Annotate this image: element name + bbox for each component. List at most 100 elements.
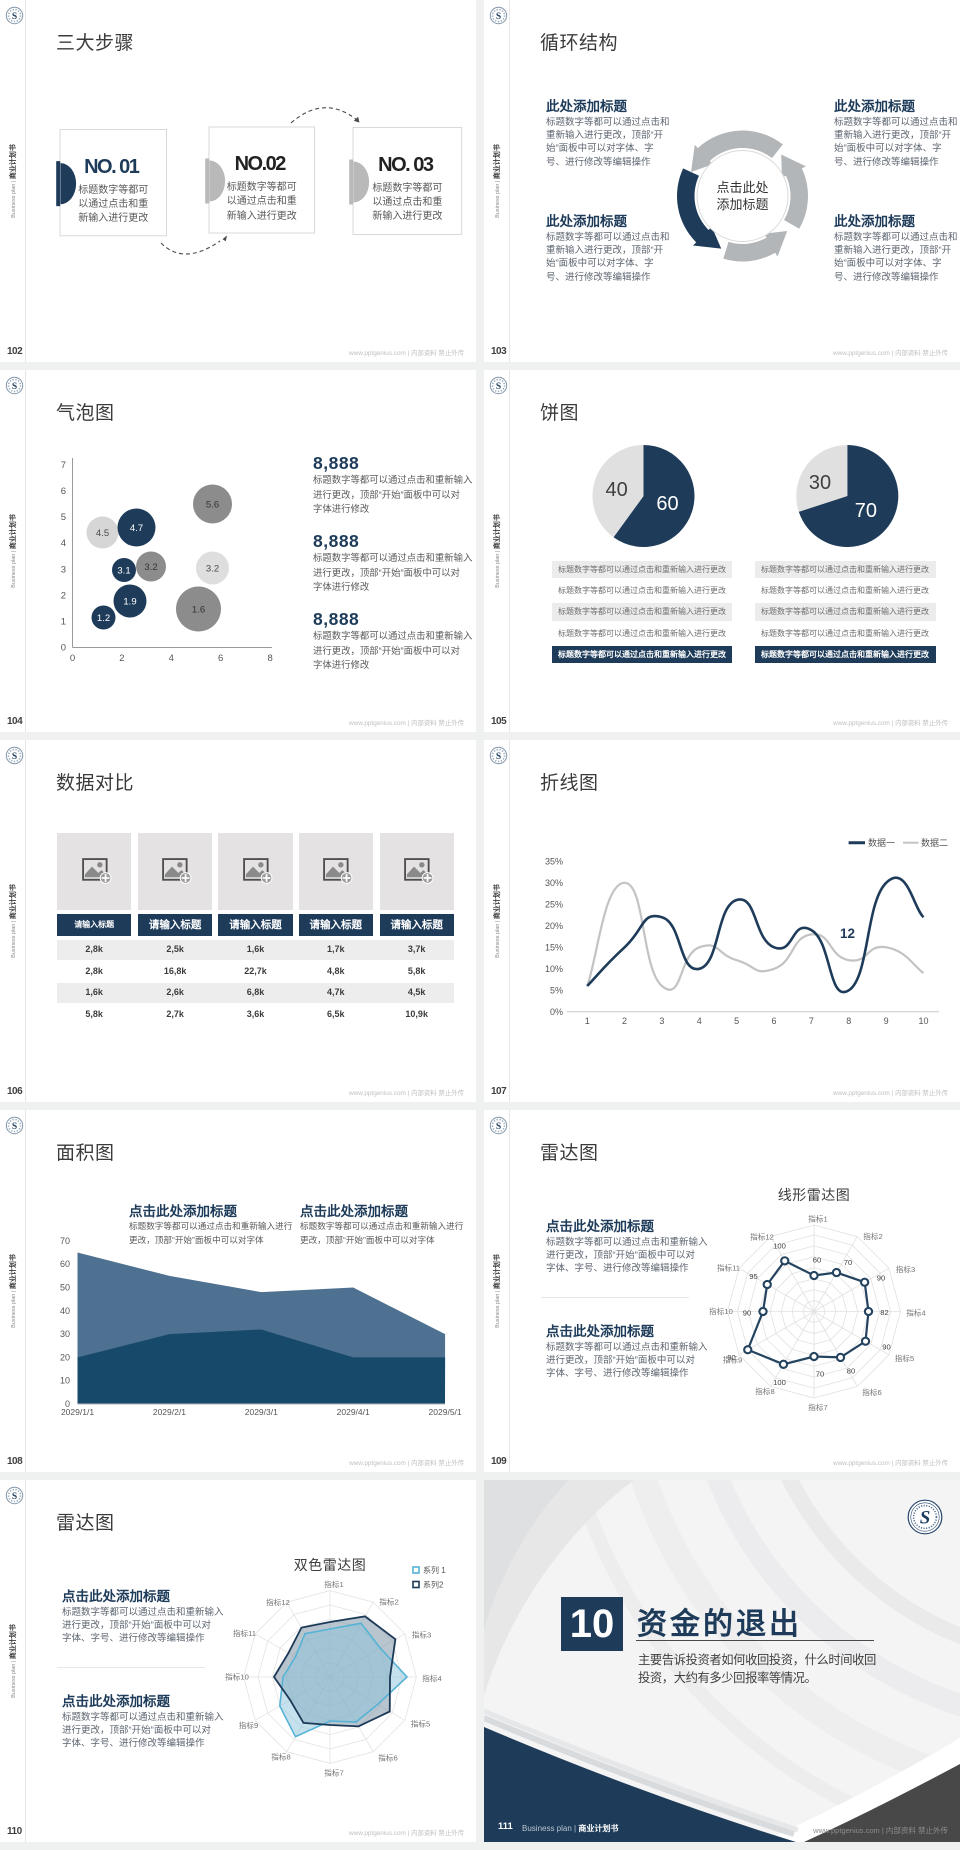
svg-text:50: 50	[60, 1283, 70, 1293]
svg-text:指标3: 指标3	[412, 1630, 431, 1640]
svg-text:5: 5	[734, 1016, 739, 1026]
svg-text:1.2: 1.2	[97, 613, 110, 624]
svg-text:30: 30	[809, 472, 831, 494]
svg-text:S: S	[496, 1122, 501, 1132]
svg-text:1.9: 1.9	[123, 597, 136, 608]
svg-text:7: 7	[61, 460, 66, 471]
svg-text:指标9: 指标9	[239, 1720, 258, 1730]
svg-text:S: S	[12, 1122, 17, 1132]
svg-text:3.2: 3.2	[206, 564, 219, 575]
svg-text:指标5: 指标5	[895, 1353, 914, 1363]
svg-text:15%: 15%	[545, 942, 563, 952]
svg-text:指标2: 指标2	[379, 1597, 398, 1607]
svg-text:6: 6	[61, 486, 66, 497]
svg-text:60: 60	[813, 1256, 821, 1265]
svg-text:S: S	[12, 382, 17, 392]
svg-text:80: 80	[847, 1367, 855, 1376]
svg-text:100: 100	[773, 1242, 786, 1251]
svg-text:指标9: 指标9	[723, 1355, 742, 1365]
svg-text:9: 9	[884, 1016, 889, 1026]
svg-text:S: S	[12, 1492, 17, 1502]
svg-text:S: S	[12, 12, 17, 22]
svg-text:6: 6	[218, 653, 223, 664]
svg-text:2029/3/1: 2029/3/1	[245, 1407, 278, 1417]
svg-text:90: 90	[877, 1274, 885, 1283]
svg-text:2029/4/1: 2029/4/1	[337, 1407, 370, 1417]
svg-text:指标10: 指标10	[225, 1672, 249, 1682]
svg-text:2: 2	[119, 653, 124, 664]
svg-text:40: 40	[60, 1306, 70, 1316]
svg-text:指标1: 指标1	[324, 1579, 343, 1589]
svg-text:系列 1: 系列 1	[423, 1565, 446, 1575]
svg-text:10: 10	[919, 1016, 929, 1026]
svg-text:3: 3	[659, 1016, 664, 1026]
svg-text:30: 30	[60, 1329, 70, 1339]
svg-text:指标11: 指标11	[233, 1628, 256, 1638]
svg-text:1.6: 1.6	[192, 605, 205, 616]
svg-text:指标10: 指标10	[709, 1306, 733, 1316]
svg-text:90: 90	[882, 1343, 890, 1352]
svg-text:2029/2/1: 2029/2/1	[153, 1407, 186, 1417]
svg-text:4: 4	[169, 653, 174, 664]
svg-text:0%: 0%	[550, 1007, 563, 1017]
svg-text:3: 3	[61, 564, 66, 575]
svg-text:4.5: 4.5	[96, 528, 109, 539]
svg-text:指标7: 指标7	[808, 1402, 827, 1412]
svg-text:指标8: 指标8	[271, 1752, 290, 1762]
svg-text:指标11: 指标11	[717, 1263, 740, 1273]
svg-text:指标12: 指标12	[266, 1597, 290, 1607]
svg-text:0: 0	[65, 1399, 70, 1409]
svg-text:20%: 20%	[545, 921, 563, 931]
svg-text:7: 7	[809, 1016, 814, 1026]
svg-text:指标3: 指标3	[896, 1264, 915, 1274]
svg-text:5.6: 5.6	[206, 500, 219, 511]
svg-text:20: 20	[60, 1352, 70, 1362]
svg-text:3.1: 3.1	[117, 566, 130, 577]
svg-text:2029/1/1: 2029/1/1	[61, 1407, 94, 1417]
svg-text:数据一: 数据一	[868, 837, 895, 848]
svg-text:指标7: 指标7	[324, 1768, 343, 1778]
svg-text:40: 40	[605, 479, 627, 501]
svg-text:S: S	[496, 752, 501, 762]
svg-text:2: 2	[622, 1016, 627, 1026]
svg-text:95: 95	[749, 1272, 757, 1281]
svg-text:指标12: 指标12	[750, 1232, 774, 1242]
svg-text:指标1: 指标1	[808, 1214, 827, 1224]
svg-text:30%: 30%	[545, 878, 563, 888]
svg-text:60: 60	[656, 493, 678, 515]
svg-text:S: S	[496, 12, 501, 22]
svg-text:5: 5	[61, 512, 66, 523]
svg-text:70: 70	[60, 1236, 70, 1246]
svg-text:2: 2	[61, 590, 66, 601]
svg-text:4: 4	[697, 1016, 702, 1026]
svg-text:82: 82	[880, 1308, 888, 1317]
svg-text:2029/5/1: 2029/5/1	[429, 1407, 462, 1417]
svg-text:S: S	[920, 1508, 931, 1529]
svg-text:8: 8	[846, 1016, 851, 1026]
svg-text:0: 0	[70, 653, 75, 664]
svg-text:60: 60	[60, 1259, 70, 1269]
svg-text:100: 100	[773, 1378, 786, 1387]
svg-text:指标5: 指标5	[411, 1719, 430, 1729]
svg-text:4: 4	[61, 538, 66, 549]
svg-text:指标2: 指标2	[863, 1231, 882, 1241]
svg-text:0: 0	[61, 643, 66, 654]
svg-text:70: 70	[844, 1258, 852, 1267]
svg-text:指标6: 指标6	[862, 1387, 881, 1397]
svg-text:25%: 25%	[545, 899, 563, 909]
svg-text:35%: 35%	[545, 856, 563, 866]
svg-text:S: S	[496, 382, 501, 392]
svg-text:70: 70	[855, 500, 877, 522]
svg-text:1: 1	[61, 616, 66, 627]
svg-text:90: 90	[727, 1353, 735, 1362]
svg-text:12: 12	[840, 926, 855, 941]
svg-text:指标4: 指标4	[422, 1673, 441, 1683]
svg-text:系列2: 系列2	[423, 1580, 444, 1590]
svg-text:1: 1	[585, 1016, 590, 1026]
svg-text:3.2: 3.2	[144, 562, 157, 573]
svg-text:10%: 10%	[545, 964, 563, 974]
svg-text:4.7: 4.7	[130, 523, 143, 534]
svg-text:指标6: 指标6	[378, 1753, 397, 1763]
svg-text:指标8: 指标8	[755, 1386, 774, 1396]
svg-text:8: 8	[267, 653, 272, 664]
